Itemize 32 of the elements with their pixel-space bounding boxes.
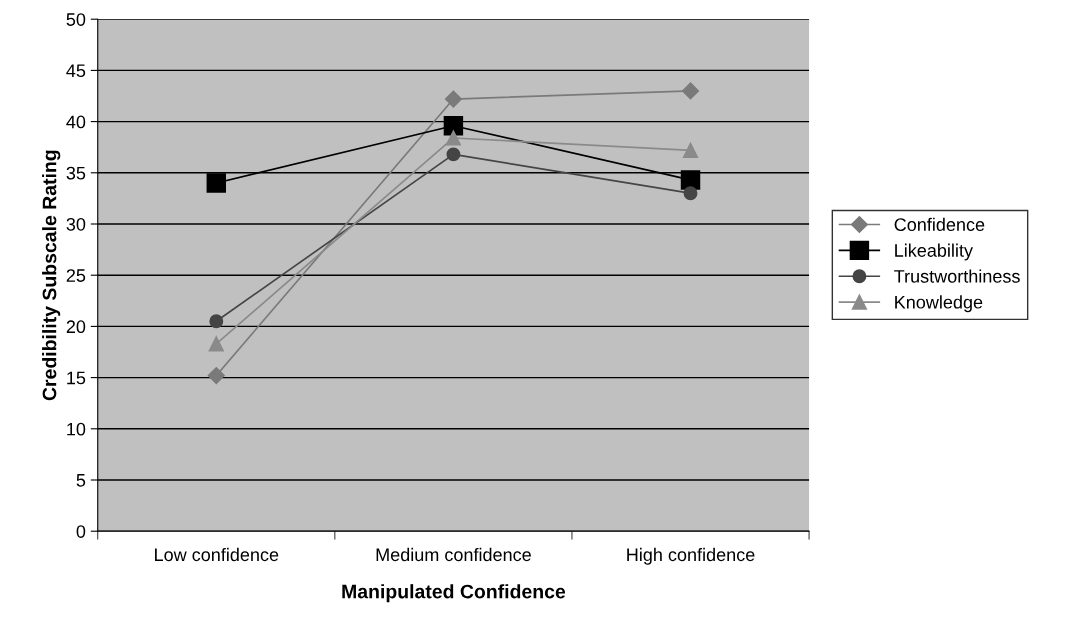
x-tick-label: High confidence	[627, 547, 755, 565]
y-tick-label: 30	[66, 217, 86, 231]
y-tick-label: 45	[66, 64, 86, 78]
y-tick-label: 10	[67, 422, 86, 436]
y-tick-label: 25	[66, 269, 86, 282]
y-tick-label: 15	[67, 371, 86, 385]
x-tick-label: Low confidence	[155, 547, 279, 562]
point	[209, 314, 224, 329]
y-tick-label: 5	[76, 474, 86, 487]
y-axis-title: Credibility Subscale Rating	[42, 150, 61, 401]
legend-label: Knowledge	[895, 295, 983, 313]
point	[682, 142, 699, 158]
y-tick-label: 35	[66, 166, 86, 180]
point	[443, 115, 464, 136]
point	[681, 82, 700, 100]
x-tick-label: Medium confidence	[376, 547, 531, 562]
point	[208, 336, 224, 352]
y-tick-label: 20	[66, 320, 86, 334]
legend-label: Confidence	[894, 217, 985, 232]
point	[445, 130, 462, 146]
point	[683, 186, 698, 201]
y-tick-label: 40	[66, 115, 86, 129]
point	[446, 147, 461, 162]
point	[444, 90, 462, 108]
legend-label: Likeability	[895, 243, 973, 261]
point	[680, 170, 701, 190]
x-axis-title: Manipulated Confidence	[342, 584, 566, 603]
legend-label: Trustworthiness	[894, 269, 1020, 283]
y-tick-label: 0	[76, 525, 86, 538]
y-tick-label: 50	[66, 13, 86, 26]
point	[207, 366, 225, 385]
point	[206, 173, 227, 193]
